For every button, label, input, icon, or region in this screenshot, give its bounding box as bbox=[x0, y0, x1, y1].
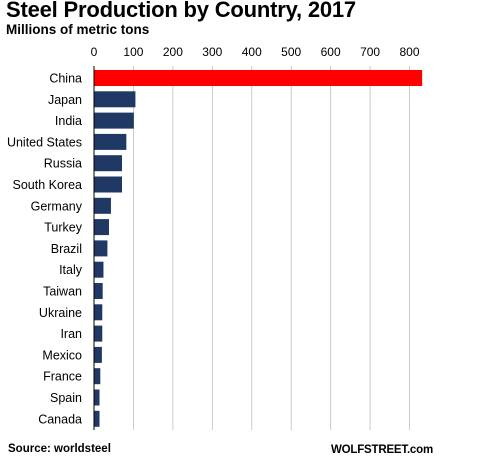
bar-germany bbox=[94, 197, 111, 214]
category-label-brazil: Brazil bbox=[51, 242, 82, 256]
x-tick-label-200: 200 bbox=[163, 45, 183, 59]
category-label-india: India bbox=[55, 114, 82, 128]
x-tick-label-800: 800 bbox=[400, 45, 420, 59]
bar-brazil bbox=[94, 240, 108, 257]
x-tick-labels: 0 100 200 300 400 500 600 700 800 bbox=[91, 45, 420, 59]
x-tick-label-600: 600 bbox=[321, 45, 341, 59]
category-label-russia: Russia bbox=[44, 157, 82, 171]
bars bbox=[94, 70, 423, 427]
x-tick-label-0: 0 bbox=[91, 45, 98, 59]
bar-turkey bbox=[94, 219, 109, 236]
chart-subtitle: Millions of metric tons bbox=[6, 22, 150, 37]
source-note: Source: worldsteel bbox=[8, 443, 111, 455]
x-tick-label-500: 500 bbox=[281, 45, 301, 59]
category-label-ukraine: Ukraine bbox=[39, 306, 82, 320]
bar-india bbox=[94, 112, 134, 129]
category-label-spain: Spain bbox=[50, 391, 82, 405]
bar-china bbox=[94, 70, 423, 86]
x-tick-label-700: 700 bbox=[360, 45, 380, 59]
bar-spain bbox=[94, 389, 100, 406]
x-tick-label-300: 300 bbox=[202, 45, 222, 59]
bar-south-korea bbox=[94, 176, 123, 193]
chart-title: Steel Production by Country, 2017 bbox=[6, 0, 356, 22]
category-label-iran: Iran bbox=[60, 327, 82, 341]
bar-iran bbox=[94, 325, 103, 342]
category-label-mexico: Mexico bbox=[42, 348, 82, 362]
category-label-canada: Canada bbox=[38, 412, 82, 426]
bar-taiwan bbox=[94, 283, 103, 299]
bar-italy bbox=[94, 261, 104, 278]
category-label-turkey: Turkey bbox=[44, 221, 82, 235]
credit-note: WOLFSTREET.com bbox=[331, 444, 433, 456]
category-labels: China Japan India United States Russia South … bbox=[7, 72, 83, 427]
bar-canada bbox=[94, 410, 100, 427]
category-label-united-states: United States bbox=[7, 135, 82, 149]
category-label-japan: Japan bbox=[48, 93, 82, 107]
x-tick-label-100: 100 bbox=[123, 45, 143, 59]
gridlines bbox=[93, 66, 410, 430]
category-label-south-korea: South Korea bbox=[13, 178, 83, 192]
bar-mexico bbox=[94, 346, 102, 363]
x-tick-label-400: 400 bbox=[242, 45, 262, 59]
category-label-taiwan: Taiwan bbox=[43, 285, 82, 299]
category-label-germany: Germany bbox=[31, 199, 83, 213]
bar-ukraine bbox=[94, 304, 103, 321]
category-label-china: China bbox=[49, 72, 82, 86]
bar-united-states bbox=[94, 133, 127, 150]
bar-france bbox=[94, 368, 101, 385]
category-label-france: France bbox=[43, 370, 82, 384]
category-label-italy: Italy bbox=[59, 263, 83, 277]
bar-russia bbox=[94, 155, 123, 172]
bar-japan bbox=[94, 91, 136, 108]
